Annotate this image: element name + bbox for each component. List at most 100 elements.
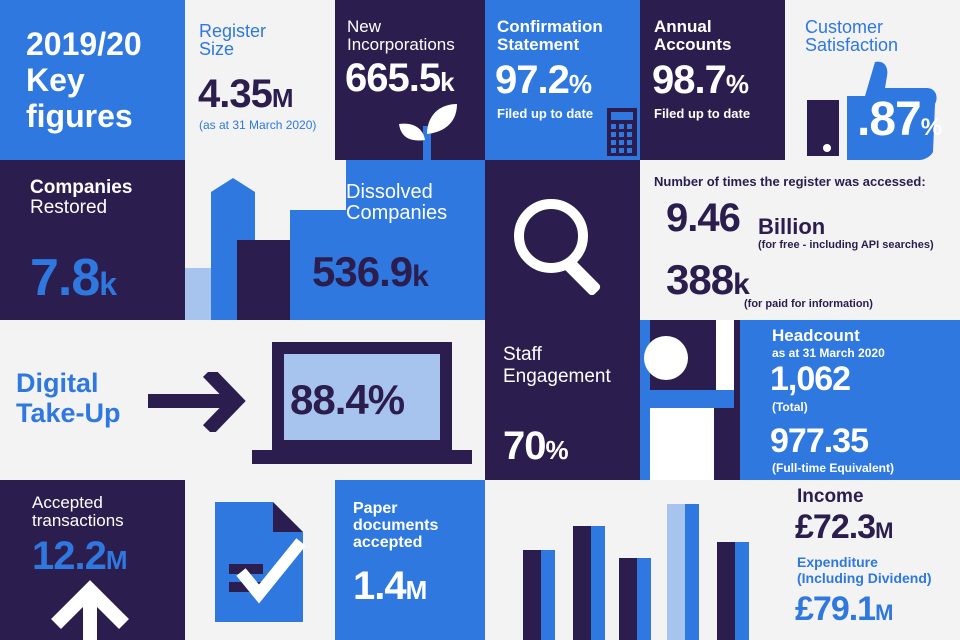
expenditure-title: Expenditure (Including Dividend): [797, 554, 932, 586]
satisfaction-value: .87%: [857, 92, 942, 147]
thumbs-up-icon: [807, 61, 937, 160]
income-value: £72.3M: [795, 508, 893, 547]
paper-title-2: documents: [353, 517, 439, 534]
register-access-tile: Number of times the register was accesse…: [640, 160, 960, 320]
paper-unit: M: [405, 575, 428, 605]
finance-tile: Income £72.3M Expenditure (Including Div…: [785, 480, 960, 640]
paper-documents-tile: Paper documents accepted 1.4M: [335, 480, 485, 640]
accounts-title: Annual Accounts: [654, 18, 731, 54]
satisfaction-title-1: Customer: [805, 17, 884, 37]
bar-graphic-icon: [523, 504, 749, 640]
staff-number: 70: [503, 424, 546, 468]
customer-satisfaction-tile: Customer Satisfaction .87%: [785, 0, 960, 160]
expenditure-title-2: (Including Dividend): [797, 570, 932, 586]
register-access-free-note: (for free - including API searches): [758, 239, 934, 251]
dissolved-title-1: Dissolved: [346, 181, 433, 203]
staff-title: Staff Engagement: [503, 344, 611, 388]
register-access-paid-value: 388: [666, 256, 734, 303]
staff-value: 70%: [503, 424, 569, 469]
buildings-illustration-tile: [185, 160, 290, 320]
digital-take-up-tile: Digital Take-Up 88.4%: [0, 320, 485, 480]
restored-number: 7.8: [30, 249, 100, 307]
staff-unit: %: [545, 435, 569, 465]
accounts-title-1: Annual: [654, 17, 712, 36]
confirmation-value: 97.2%: [495, 58, 592, 103]
headcount-total-value: 1,062: [770, 360, 851, 398]
headcount-title: Headcount: [772, 326, 860, 345]
accounts-unit: %: [725, 69, 749, 99]
person-raising-hand-icon: [640, 320, 740, 480]
satisfaction-title: Customer Satisfaction: [805, 18, 898, 54]
transactions-value: 12.2M: [32, 534, 128, 579]
paper-number: 1.4: [353, 564, 407, 608]
expenditure-unit: M: [875, 600, 894, 625]
incorporations-title-2: Incorporations: [347, 35, 455, 54]
restored-value: 7.8k: [30, 248, 117, 308]
headcount-fte-note: (Full-time Equivalent): [772, 461, 895, 475]
accounts-note: Filed up to date: [654, 106, 751, 121]
buildings-icon: [185, 178, 290, 320]
confirmation-title: Confirmation Statement: [497, 18, 603, 54]
staff-title-1: Staff: [503, 344, 542, 365]
incorporations-unit: k: [440, 67, 455, 97]
key-figures-line2: Key: [26, 62, 85, 98]
dissolved-title-2: Companies: [346, 202, 448, 224]
restored-unit: k: [99, 266, 118, 302]
register-access-paid: 388k: [666, 256, 750, 304]
register-access-heading: Number of times the register was accesse…: [654, 174, 926, 189]
incorporations-title: New Incorporations: [347, 18, 455, 54]
annual-accounts-tile: Annual Accounts 98.7% Filed up to date: [640, 0, 785, 160]
headcount-total-note: (Total): [772, 400, 808, 414]
register-access-paid-note: (for paid for information): [744, 298, 873, 310]
headcount-tile: Headcount as at 31 March 2020 1,062 (Tot…: [640, 320, 960, 480]
accounts-value: 98.7%: [652, 58, 749, 103]
satisfaction-number: .87: [857, 93, 922, 146]
satisfaction-unit: %: [920, 114, 943, 141]
register-title-1: Register: [199, 21, 267, 41]
bar-graphic-tile: [485, 480, 785, 640]
accepted-transactions-tile: Accepted transactions 12.2M: [0, 480, 185, 640]
register-title-2: Size: [199, 39, 235, 59]
register-size-value: 4.35M: [198, 72, 294, 117]
satisfaction-title-2: Satisfaction: [805, 35, 899, 55]
dissolved-corner: [290, 160, 346, 210]
dissolved-companies-tile: Dissolved Companies 536.9k: [290, 160, 485, 320]
key-figures-tile: 2019/20 Key figures: [0, 0, 185, 160]
magnifier-icon: [514, 199, 601, 296]
incorporations-number: 665.5: [345, 56, 441, 100]
document-illustration-tile: [185, 480, 335, 640]
income-number: £72.3: [795, 508, 876, 546]
plant-icon: [399, 104, 457, 160]
restored-title-1: Companies: [30, 177, 133, 198]
key-figures-year: 2019/20: [26, 26, 142, 62]
register-access-free-unit: Billion: [758, 214, 826, 239]
key-figures-line3: figures: [26, 98, 133, 134]
register-note: (as at 31 March 2020): [199, 118, 317, 132]
digital-title-1: Digital: [16, 368, 99, 398]
restored-title-2: Restored: [30, 197, 108, 218]
incorporations-tile: New Incorporations 665.5k: [335, 0, 485, 160]
register-value: 4.35: [198, 72, 273, 116]
income-unit: M: [875, 518, 894, 543]
dissolved-unit: k: [412, 260, 429, 293]
income-title: Income: [797, 486, 864, 507]
companies-restored-tile: Companies Restored 7.8k: [0, 160, 185, 320]
staff-engagement-tile: Staff Engagement 70%: [485, 320, 640, 480]
transactions-unit: M: [105, 545, 128, 575]
digital-title-2: Take-Up: [16, 398, 121, 428]
confirmation-number: 97.2: [495, 58, 570, 102]
register-access-free-value: 9.46: [666, 196, 741, 240]
transactions-title-2: transactions: [32, 511, 124, 530]
confirmation-statement-tile: Confirmation Statement 97.2% Filed up to…: [485, 0, 640, 160]
paper-value: 1.4M: [353, 564, 427, 609]
headcount-subtitle: as at 31 March 2020: [772, 346, 885, 360]
register-size-title: Register Size: [199, 22, 266, 58]
dissolved-title: Dissolved Companies: [346, 182, 447, 224]
expenditure-value: £79.1M: [795, 590, 893, 629]
digital-title: Digital Take-Up: [16, 368, 121, 428]
restored-title: Companies Restored: [30, 178, 132, 218]
staff-title-2: Engagement: [503, 366, 611, 387]
expenditure-title-1: Expenditure: [797, 554, 878, 570]
register-unit: M: [271, 83, 294, 113]
